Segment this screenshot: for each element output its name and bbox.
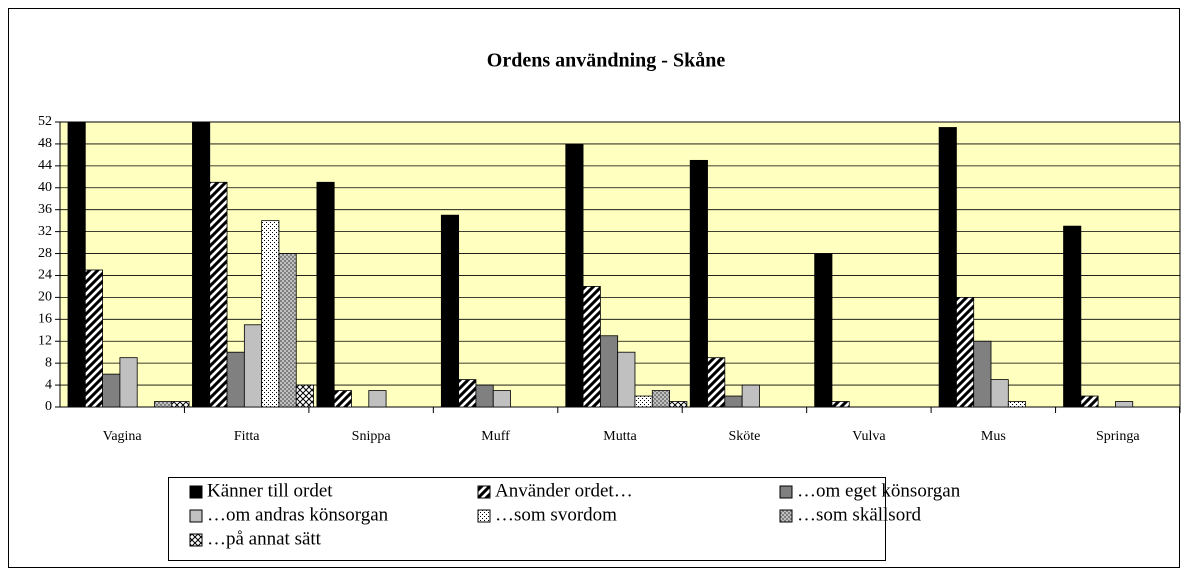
x-tick-label: Springa (1096, 429, 1140, 444)
y-tick-label: 52 (38, 114, 52, 129)
bar (617, 351, 636, 408)
bar (689, 159, 708, 408)
x-tick-label: Vagina (103, 429, 143, 444)
bar (973, 340, 992, 408)
bar (651, 390, 670, 408)
bar (84, 269, 104, 408)
y-tick-label: 16 (38, 312, 52, 327)
bar (1063, 225, 1082, 408)
bar (154, 401, 173, 408)
x-tick-label: Sköte (728, 429, 760, 444)
bar (192, 121, 211, 408)
legend-swatch (189, 485, 203, 499)
bar (333, 390, 352, 408)
bar (599, 335, 619, 408)
y-tick-label: 32 (38, 224, 52, 239)
legend-swatch (189, 509, 203, 523)
bar (119, 357, 138, 408)
legend-swatch (477, 509, 491, 523)
y-tick-label: 12 (38, 333, 52, 348)
bar (1115, 401, 1134, 408)
bar (565, 143, 584, 408)
bar (458, 379, 477, 408)
bar (492, 390, 511, 408)
y-tick-label: 0 (45, 399, 52, 414)
bar (990, 379, 1009, 408)
bar (67, 121, 86, 408)
bar (814, 253, 833, 408)
y-tick-label: 28 (38, 246, 52, 261)
legend-label: …om andras könsorgan (207, 504, 389, 525)
legend-swatch (779, 485, 793, 499)
bar (1007, 401, 1027, 408)
legend-label: …på annat sätt (207, 528, 322, 549)
bar (295, 384, 314, 408)
bar (741, 384, 760, 408)
bar (209, 181, 228, 408)
x-tick-label: Vulva (852, 429, 886, 444)
y-tick-label: 4 (45, 377, 52, 392)
bar (440, 214, 460, 408)
bar (938, 127, 957, 408)
y-tick-label: 44 (38, 158, 52, 173)
bar (1080, 395, 1099, 408)
y-tick-label: 48 (38, 136, 52, 151)
y-tick-label: 36 (38, 202, 52, 217)
bar (278, 253, 297, 408)
bar (582, 286, 601, 408)
legend-label: …som svordom (495, 504, 617, 525)
chart-title: Ordens användning - Skåne (487, 50, 726, 72)
y-tick-label: 8 (45, 355, 52, 370)
legend-swatch (189, 533, 203, 547)
y-tick-label: 24 (38, 268, 52, 283)
legend-label: …om eget könsorgan (797, 480, 961, 501)
x-tick-label: Muff (481, 429, 510, 444)
legend-label: Använder ordet… (495, 480, 633, 501)
y-tick-label: 20 (38, 290, 52, 305)
bar (368, 390, 387, 408)
x-tick-label: Snippa (352, 429, 392, 444)
bar (634, 395, 653, 408)
bar (956, 296, 975, 408)
x-tick-label: Mutta (603, 429, 637, 444)
bar (261, 220, 280, 408)
bar (102, 373, 121, 408)
bar (831, 401, 850, 408)
legend-swatch (477, 485, 491, 499)
bar (724, 395, 743, 408)
bar (707, 357, 726, 408)
x-tick-label: Fitta (234, 429, 260, 444)
bar (226, 351, 245, 408)
bar (669, 401, 688, 408)
legend-label: Känner till ordet (207, 480, 333, 501)
bar (316, 181, 335, 408)
bar (243, 324, 263, 408)
bar (171, 401, 190, 408)
bar (475, 384, 494, 408)
legend-swatch (779, 509, 793, 523)
legend-label: …som skällsord (797, 504, 922, 525)
legend-box (168, 477, 886, 561)
x-tick-label: Mus (981, 429, 1006, 444)
y-tick-label: 40 (38, 180, 52, 195)
